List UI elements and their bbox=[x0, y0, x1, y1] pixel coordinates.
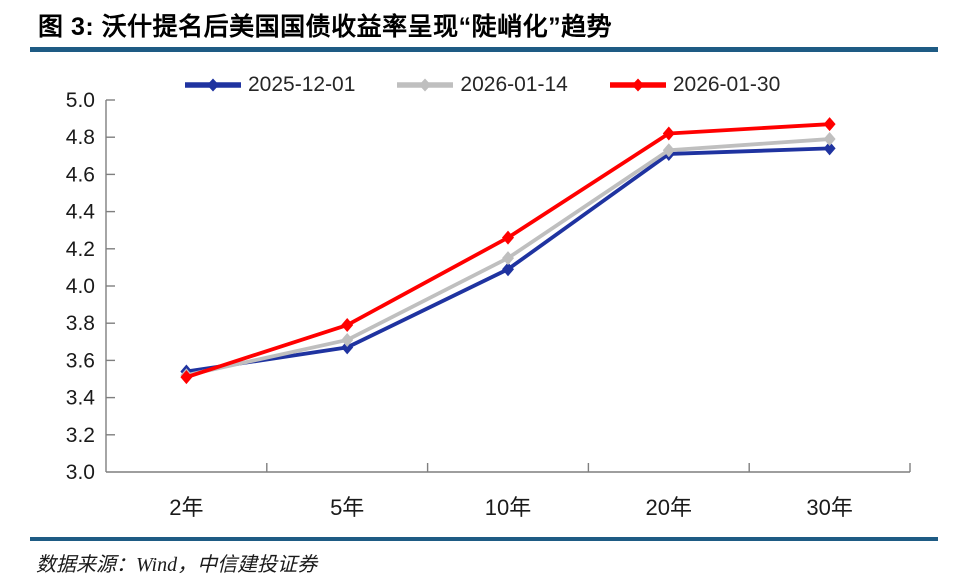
chart-title: 图 3: 沃什提名后美国国债收益率呈现“陡峭化”趋势 bbox=[38, 13, 613, 41]
y-tick-label: 3.8 bbox=[66, 312, 95, 335]
data-point-marker bbox=[502, 230, 514, 245]
footer-divider-rule bbox=[30, 537, 938, 541]
y-tick-label: 3.6 bbox=[66, 349, 95, 372]
y-tick-label: 4.0 bbox=[66, 275, 95, 298]
data-point-marker bbox=[180, 370, 193, 385]
title-divider-rule bbox=[30, 47, 938, 52]
legend-item-series-1: 2025-12-01 bbox=[183, 73, 355, 97]
data-point-marker bbox=[662, 126, 675, 141]
legend-item-series-2: 2026-01-14 bbox=[395, 73, 568, 97]
chart-legend: 2025-12-01 2026-01-14 2026-01-30 bbox=[183, 72, 780, 98]
legend-label: 2026-01-30 bbox=[672, 73, 781, 96]
source-note: 数据来源：Wind，中信建投证券 bbox=[36, 554, 318, 576]
data-point-marker bbox=[662, 143, 675, 158]
y-tick-label: 4.8 bbox=[66, 126, 95, 149]
y-tick-label: 3.0 bbox=[66, 461, 95, 484]
x-tick-label: 30年 bbox=[806, 495, 852, 520]
series-line bbox=[184, 122, 832, 380]
x-tick-label: 20年 bbox=[646, 495, 692, 520]
data-point-marker bbox=[341, 332, 354, 347]
legend-label: 2025-12-01 bbox=[248, 73, 356, 96]
data-point-marker bbox=[341, 340, 354, 355]
data-point-marker bbox=[502, 251, 514, 266]
y-tick-label: 5.0 bbox=[66, 89, 95, 112]
y-tick-label: 4.6 bbox=[66, 163, 95, 186]
data-point-marker bbox=[502, 262, 514, 277]
data-point-marker bbox=[823, 141, 836, 156]
x-tick-label: 5年 bbox=[330, 495, 364, 520]
x-tick-label: 2年 bbox=[169, 495, 203, 520]
y-tick-label: 3.2 bbox=[66, 424, 95, 447]
line-diamond-marker-icon bbox=[397, 78, 454, 92]
legend-item-series-3: 2026-01-30 bbox=[608, 73, 780, 97]
data-point-marker bbox=[341, 318, 354, 333]
data-point-marker bbox=[823, 117, 836, 132]
data-point-marker bbox=[823, 132, 836, 147]
legend-label: 2026-01-14 bbox=[460, 73, 568, 96]
y-tick-label: 4.4 bbox=[66, 201, 96, 224]
line-diamond-marker-icon bbox=[185, 78, 241, 92]
x-tick-label: 10年 bbox=[485, 495, 531, 520]
y-tick-label: 3.4 bbox=[66, 387, 96, 410]
y-tick-label: 4.2 bbox=[66, 238, 95, 261]
line-diamond-marker-icon bbox=[609, 78, 666, 92]
